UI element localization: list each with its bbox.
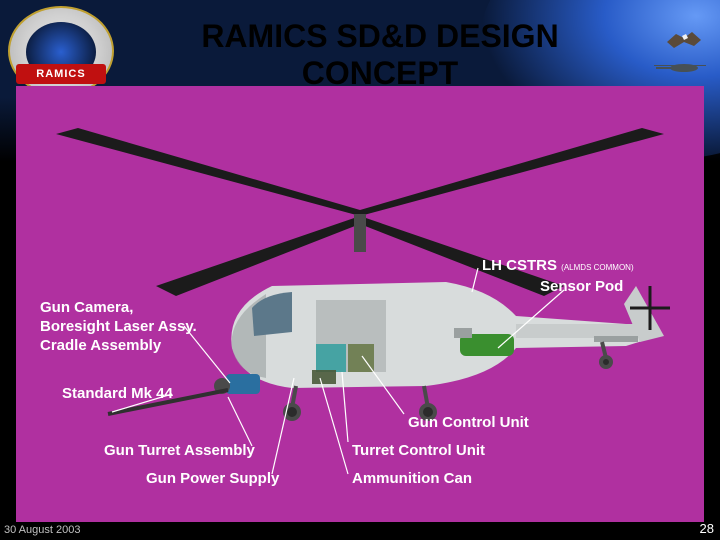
label-lh-cstrs-text: LH CSTRS — [482, 257, 557, 274]
footer-date: 30 August 2003 — [4, 524, 80, 536]
label-gun-camera: Gun Camera, Boresight Laser Assy. Cradle… — [40, 299, 197, 355]
badge-banner: RAMICS — [16, 64, 106, 84]
label-sensor-pod: Sensor Pod — [540, 278, 623, 297]
label-gun-power-supply: Gun Power Supply — [146, 470, 279, 489]
footer-page-number: 28 — [700, 521, 714, 536]
heli-mini-icon — [654, 58, 706, 74]
ramics-badge: RAMICS — [8, 6, 114, 96]
title-line1: RAMICS SD&D DESIGN — [120, 18, 640, 55]
label-ammunition-can: Ammunition Can — [352, 470, 472, 489]
label-lh-cstrs-suffix: (ALMDS COMMON) — [561, 263, 633, 272]
label-gun-control-unit: Gun Control Unit — [408, 414, 529, 433]
label-turret-control-unit: Turret Control Unit — [352, 442, 485, 461]
slide-root: RAMICS RAMICS SD&D DESIGN CONCEPT — [0, 0, 720, 540]
label-gun-turret-assembly: Gun Turret Assembly — [104, 442, 255, 461]
label-mk44: Standard Mk 44 — [62, 385, 173, 404]
diagram-area: LH CSTRS (ALMDS COMMON) Sensor Pod Gun C… — [16, 86, 704, 522]
page-title: RAMICS SD&D DESIGN CONCEPT — [120, 18, 640, 92]
eagle-icon — [664, 24, 704, 54]
label-lh-cstrs: LH CSTRS (ALMDS COMMON) — [482, 257, 634, 276]
